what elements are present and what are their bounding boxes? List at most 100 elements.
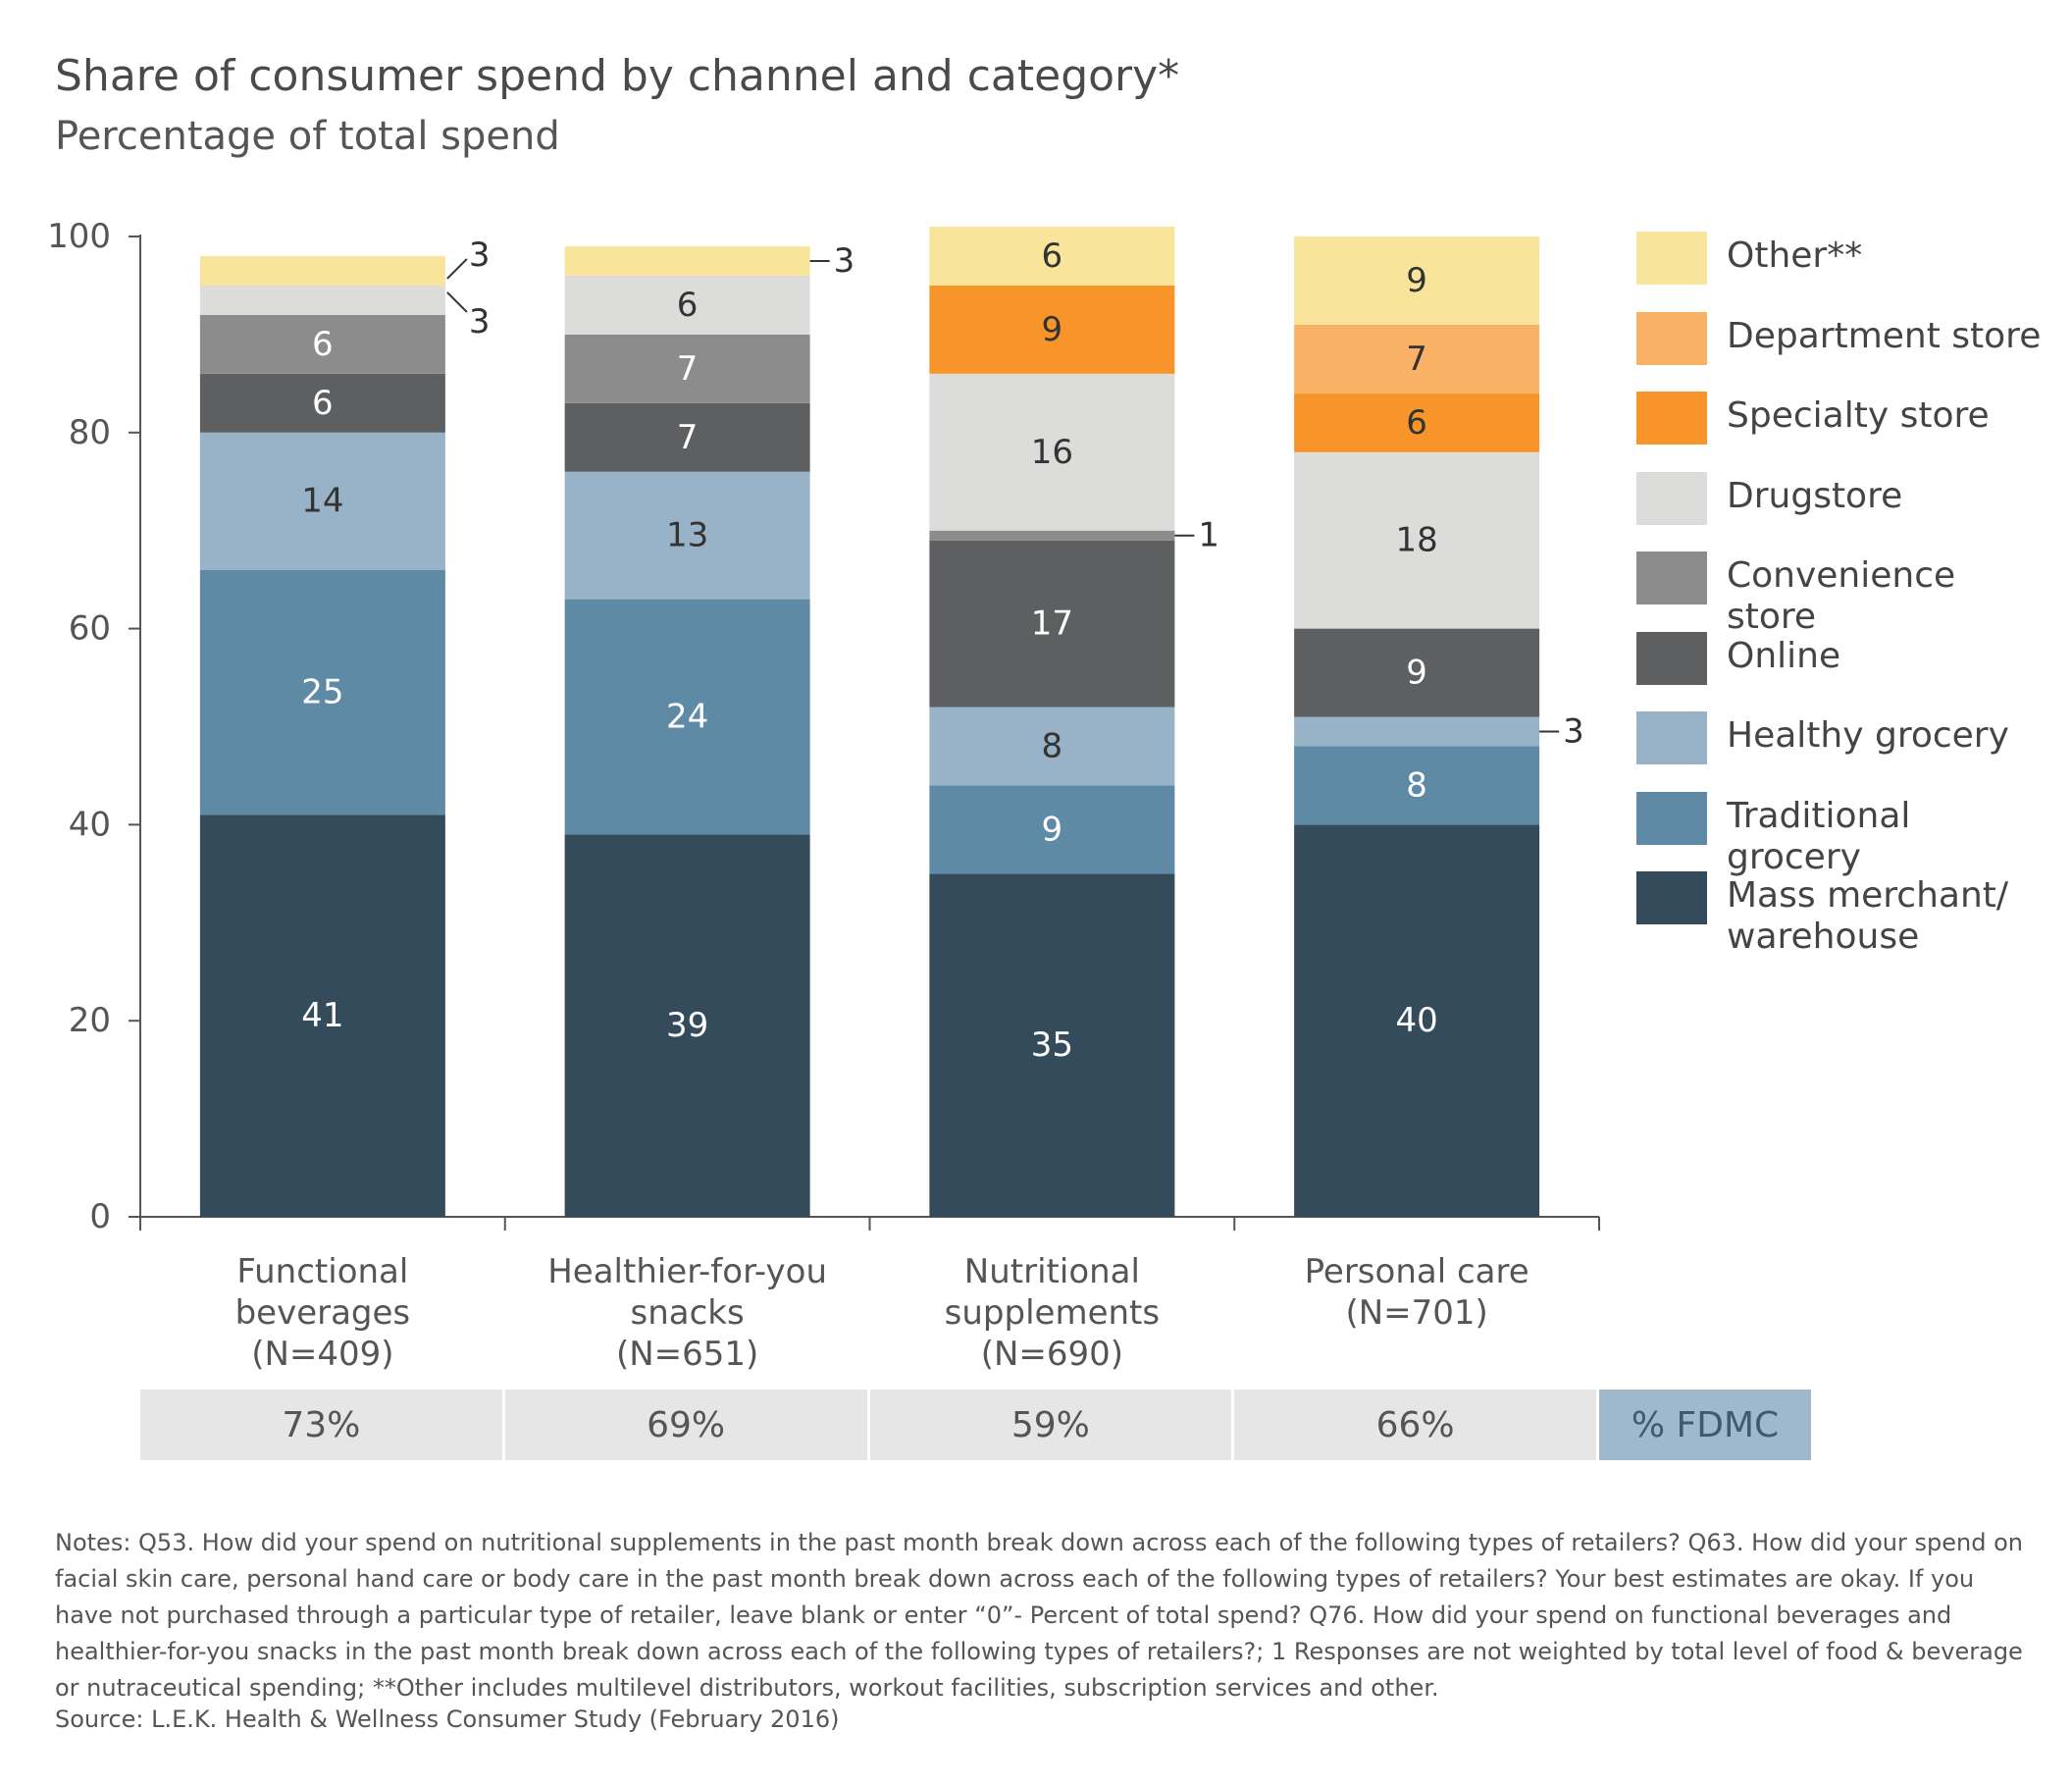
bar-segment [199, 569, 445, 815]
legend-label: Healthy grocery [1727, 715, 2050, 757]
bar-segment [564, 334, 810, 403]
legend-label: Other** [1727, 236, 2050, 277]
legend-label-line: Department store [1727, 315, 2042, 356]
y-tick-label: 60 [69, 609, 111, 649]
data-label: 6 [1042, 236, 1063, 276]
bar-segment [564, 275, 810, 335]
bar-segment [929, 707, 1175, 786]
data-label: 35 [1031, 1025, 1073, 1065]
legend-swatch [1636, 392, 1707, 445]
bar-segment [564, 599, 810, 835]
bar-segment [199, 373, 445, 433]
chart-subtitle: Percentage of total spend [55, 114, 560, 159]
legend-label: Drugstore [1727, 476, 2050, 517]
category-label: Nutritional [964, 1252, 1140, 1291]
fdmc-label: % FDMC [1599, 1390, 1811, 1460]
data-label: 6 [312, 384, 334, 423]
data-label: 39 [666, 1006, 708, 1045]
data-label: 9 [1406, 261, 1427, 300]
fdmc-value: 73% [140, 1390, 502, 1460]
bar-segment [1294, 628, 1540, 717]
y-tick-label: 40 [69, 805, 111, 844]
bar-segment [929, 530, 1175, 541]
legend-swatch [1636, 232, 1707, 285]
data-label: 9 [1042, 810, 1063, 849]
legend-label-line: Convenience store [1727, 555, 1956, 637]
bar-segment [1294, 746, 1540, 825]
category-label: supplements [945, 1293, 1160, 1333]
category-label: snacks [631, 1293, 745, 1333]
data-label: 7 [677, 418, 699, 457]
category-label: Functional [236, 1252, 408, 1291]
source: Source: L.E.K. Health & Wellness Consume… [55, 1705, 840, 1733]
legend-swatch [1636, 711, 1707, 764]
data-label: 8 [1406, 765, 1427, 805]
legend-swatch [1636, 311, 1707, 365]
legend-swatch [1636, 871, 1707, 924]
bar-segment [564, 471, 810, 600]
category-label: beverages [235, 1293, 411, 1333]
data-label: 7 [677, 349, 699, 389]
bar-segment [929, 785, 1175, 874]
data-label: 25 [301, 673, 343, 712]
bar-segment [1294, 236, 1540, 325]
legend-swatch [1636, 791, 1707, 845]
bar-segment [929, 540, 1175, 708]
data-label: 3 [834, 241, 855, 281]
data-label: 1 [1198, 516, 1219, 555]
notes: Notes: Q53. How did your spend on nutrit… [55, 1529, 2023, 1702]
legend-label-line: Specialty store [1727, 395, 1990, 436]
data-label: 40 [1395, 1001, 1437, 1040]
bar-segment [564, 834, 810, 1217]
bar-segment [199, 814, 445, 1217]
data-label: 18 [1395, 521, 1437, 560]
legend-label-line: Healthy grocery [1727, 715, 2009, 756]
legend-swatch [1636, 471, 1707, 525]
legend-label-line: Online [1727, 635, 1841, 676]
data-label: 9 [1406, 654, 1427, 693]
data-label: 7 [1406, 340, 1427, 379]
bar-segment [199, 432, 445, 570]
legend-label-line: Other** [1727, 236, 1863, 276]
bar-segment [929, 373, 1175, 531]
legend-label-line: Drugstore [1727, 475, 1903, 516]
legend-label: Traditional grocery [1727, 796, 2050, 878]
data-label: 17 [1031, 604, 1073, 644]
data-label: 41 [301, 996, 343, 1035]
data-label: 3 [1563, 711, 1584, 751]
category-label: (N=690) [981, 1335, 1123, 1374]
fdmc-value: 69% [504, 1390, 867, 1460]
category-label: Healthier-for-you [547, 1252, 827, 1291]
label-leader [446, 258, 468, 280]
bar-segment [199, 255, 445, 286]
data-label: 6 [1406, 403, 1427, 443]
bar-segment [199, 285, 445, 315]
bar-segment [564, 245, 810, 276]
bar-segment [1294, 451, 1540, 629]
legend-swatch [1636, 631, 1707, 685]
legend-label-line: Mass merchant/ [1727, 875, 2009, 916]
y-tick-label: 0 [89, 1197, 111, 1236]
category-label: Personal care [1305, 1252, 1529, 1291]
data-label: 16 [1031, 433, 1073, 472]
y-tick-label: 100 [47, 217, 111, 256]
legend-label: Department store [1727, 316, 2050, 357]
legend-label-line: warehouse [1727, 917, 1920, 957]
bar-segment [564, 402, 810, 472]
category-label: (N=651) [616, 1335, 758, 1374]
fdmc-value: 66% [1234, 1390, 1596, 1460]
bar-segment [199, 314, 445, 374]
legend-label: Convenience store [1727, 555, 2050, 638]
data-label: 6 [312, 325, 334, 364]
data-label: 8 [1042, 726, 1063, 765]
bar-segment [1294, 824, 1540, 1217]
data-label: 6 [677, 286, 699, 325]
y-tick-label: 80 [69, 413, 111, 452]
bar-segment [929, 285, 1175, 374]
bar-segment [1294, 393, 1540, 452]
legend-label: Online [1727, 636, 2050, 677]
legend-swatch [1636, 551, 1707, 604]
bar-segment [929, 873, 1175, 1217]
chart-title: Share of consumer spend by channel and c… [55, 51, 1180, 101]
